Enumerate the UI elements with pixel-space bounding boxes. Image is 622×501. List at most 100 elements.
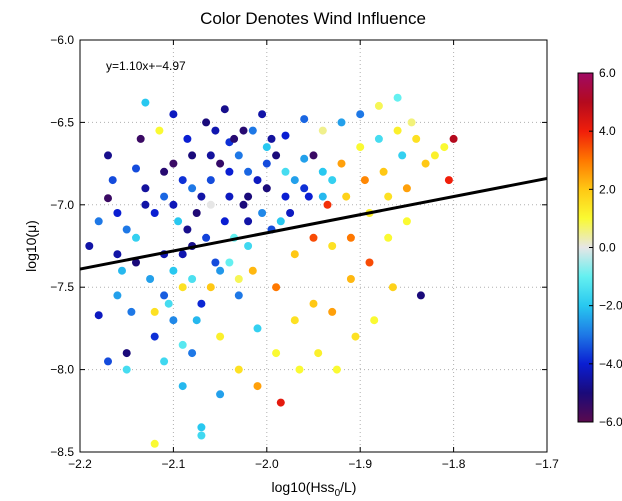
y-axis: −6.0 −6.5 −7.0 −7.5 −8.0 −8.5	[50, 33, 547, 459]
data-point	[244, 242, 253, 250]
data-point	[300, 154, 309, 163]
data-point	[216, 332, 225, 341]
data-point	[206, 151, 215, 160]
data-point	[318, 167, 327, 176]
data-point	[150, 332, 159, 341]
data-point	[323, 200, 332, 209]
x-axis: −2.2 −2.1 −2.0 −1.9 −1.8 −1.7	[68, 40, 559, 471]
y-axis-label: log10(μ)	[23, 220, 39, 272]
data-point	[216, 390, 225, 399]
data-point	[262, 184, 271, 193]
data-point	[141, 184, 150, 193]
data-point	[272, 151, 281, 160]
colorbar-tick-label: −6.0	[599, 415, 622, 429]
data-point	[332, 365, 341, 374]
x-tick-label: −2.2	[68, 457, 92, 471]
data-point	[197, 423, 206, 432]
data-point	[300, 115, 309, 124]
data-point	[346, 275, 355, 283]
data-point	[290, 316, 299, 325]
data-point	[449, 134, 458, 143]
data-point	[178, 283, 187, 292]
data-point	[122, 349, 131, 358]
data-point	[136, 134, 145, 143]
data-point	[206, 200, 215, 209]
data-point	[94, 217, 103, 226]
data-point	[127, 307, 136, 316]
data-point	[309, 151, 318, 160]
data-point	[188, 275, 197, 283]
data-point	[150, 439, 159, 448]
x-tick-label: −1.7	[535, 457, 559, 471]
data-point	[384, 233, 393, 242]
data-point	[225, 258, 234, 267]
colorbar-tick-label: −2.0	[599, 299, 622, 313]
data-point	[169, 200, 178, 209]
data-point	[309, 299, 318, 308]
data-point	[421, 159, 430, 168]
data-point	[248, 126, 257, 135]
data-point	[281, 131, 290, 140]
data-point	[351, 332, 360, 341]
data-point	[169, 159, 178, 168]
data-point	[164, 299, 173, 308]
data-point	[253, 382, 262, 391]
data-point	[155, 126, 164, 135]
data-point	[328, 242, 337, 250]
data-point	[188, 151, 197, 160]
data-point	[253, 324, 262, 333]
data-point	[197, 431, 206, 440]
data-point	[384, 192, 393, 201]
data-point	[113, 250, 122, 259]
data-point	[122, 225, 131, 234]
data-point	[276, 398, 285, 407]
data-point	[393, 93, 402, 102]
data-point	[183, 225, 192, 234]
data-point	[374, 134, 383, 143]
data-point	[262, 159, 271, 168]
data-point	[160, 291, 169, 300]
data-point	[393, 126, 402, 135]
data-point	[104, 151, 112, 160]
data-point	[202, 118, 211, 127]
x-tick-label: −2.1	[162, 457, 186, 471]
data-point	[206, 283, 215, 292]
data-point	[150, 307, 159, 316]
data-point	[286, 209, 295, 217]
x-tick-label: −2.0	[255, 457, 279, 471]
data-point	[178, 340, 187, 349]
data-point	[379, 167, 388, 176]
data-point	[370, 316, 379, 325]
y-tick-label: −8.5	[50, 445, 74, 459]
data-point	[113, 209, 122, 217]
data-point	[132, 233, 140, 242]
data-point	[248, 266, 257, 275]
y-tick-label: −6.0	[50, 33, 74, 47]
data-point	[374, 101, 383, 110]
data-point	[160, 357, 169, 366]
data-point	[402, 217, 411, 226]
colorbar-tick-label: −4.0	[599, 357, 622, 371]
data-point	[132, 258, 140, 267]
grid	[80, 40, 547, 452]
data-point	[398, 151, 407, 160]
data-point	[211, 126, 220, 135]
data-point	[239, 200, 248, 209]
data-point	[314, 349, 323, 358]
data-point	[346, 233, 355, 242]
data-point	[267, 134, 276, 143]
data-point	[141, 98, 150, 107]
data-point	[160, 192, 169, 201]
data-point	[183, 134, 192, 143]
data-point	[281, 192, 290, 201]
data-point	[192, 209, 201, 217]
data-point	[416, 291, 425, 300]
colorbar-tick-label: 6.0	[599, 66, 616, 80]
data-point	[295, 365, 304, 374]
data-point	[356, 143, 365, 152]
data-point	[360, 176, 369, 185]
data-point	[440, 143, 449, 152]
data-point	[197, 299, 206, 308]
data-point	[146, 275, 155, 283]
data-point	[150, 209, 159, 217]
